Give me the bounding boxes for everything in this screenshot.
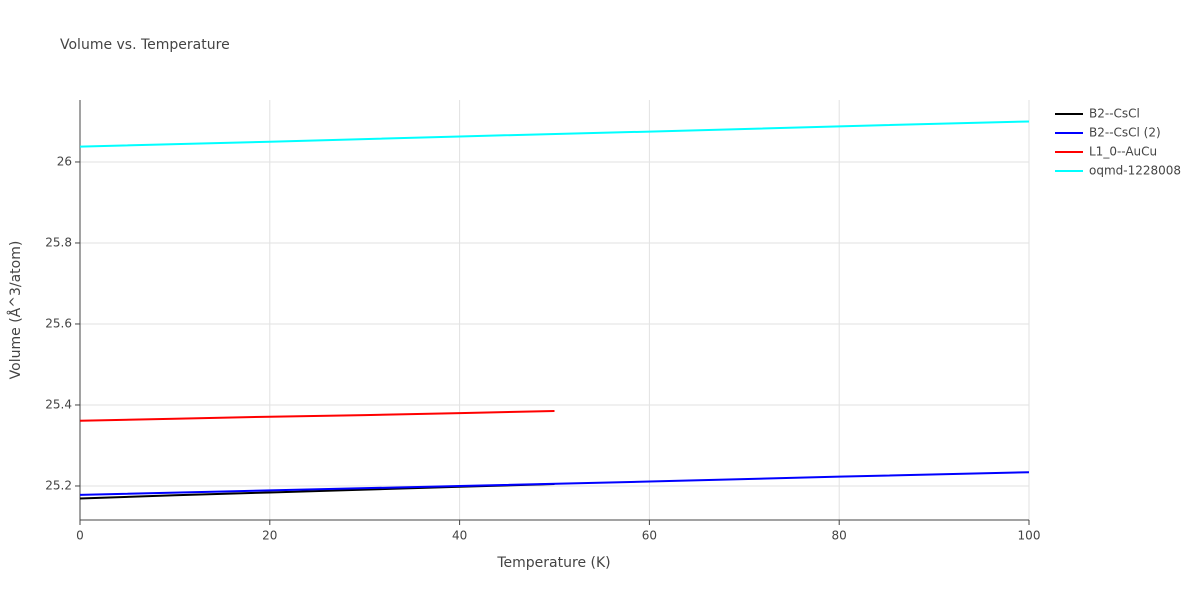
x-tick-label: 0: [76, 529, 84, 543]
legend-label: oqmd-1228008: [1089, 164, 1181, 178]
y-tick-label: 25.2: [45, 478, 72, 492]
legend-label: B2--CsCl: [1089, 107, 1140, 121]
series-line: [79, 410, 555, 422]
series-line: [79, 120, 1030, 148]
chart-title: Volume vs. Temperature: [60, 37, 230, 53]
y-tick-label: 25.8: [45, 235, 72, 249]
x-tick-label: 40: [452, 529, 467, 543]
y-tick-label: 26: [57, 154, 72, 168]
y-axis-label: Volume (Å^3/atom): [7, 241, 24, 380]
x-tick-label: 80: [832, 529, 847, 543]
x-tick-label: 60: [642, 529, 657, 543]
series-line: [79, 471, 1030, 496]
x-tick-label: 100: [1018, 529, 1041, 543]
x-axis-label: Temperature (K): [496, 555, 610, 571]
y-tick-label: 25.6: [45, 316, 72, 330]
legend-label: B2--CsCl (2): [1089, 126, 1161, 140]
y-tick-label: 25.4: [45, 397, 72, 411]
legend-label: L1_0--AuCu: [1089, 145, 1157, 159]
x-tick-label: 20: [262, 529, 277, 543]
